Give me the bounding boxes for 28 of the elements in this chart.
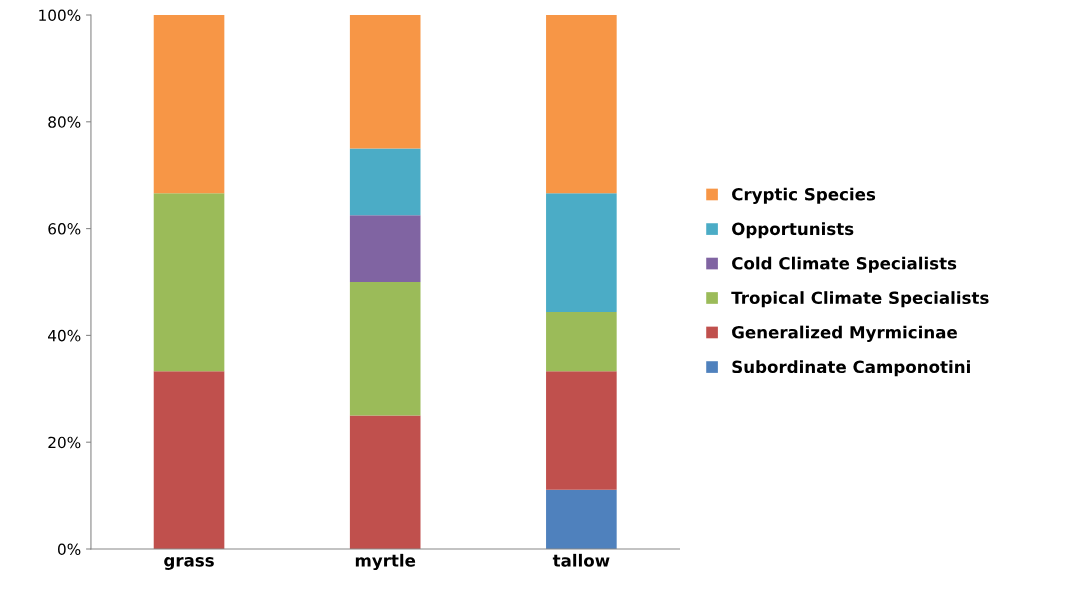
bar: [546, 15, 617, 194]
y-tick-label: 40%: [48, 329, 81, 342]
y-tick-label: 0%: [58, 543, 81, 556]
legend-label: Cryptic Species: [732, 187, 876, 204]
bar: [153, 193, 225, 372]
bar: [153, 15, 225, 194]
legend-label: Cold Climate Specialists: [732, 256, 957, 273]
bar: [349, 282, 421, 416]
x-tick-label: myrtle: [355, 553, 416, 571]
bar: [153, 371, 225, 549]
y-tick-label: 80%: [48, 116, 81, 128]
bar: [349, 415, 421, 549]
x-tick-label: tallow: [552, 553, 610, 567]
bar: [546, 489, 617, 549]
y-tick-label: 20%: [48, 436, 81, 449]
bar: [349, 148, 421, 216]
bar: [349, 215, 421, 282]
y-tick-label: 60%: [48, 223, 81, 235]
bar: [349, 15, 421, 149]
bar: [546, 193, 617, 312]
bar: [546, 311, 617, 372]
legend-label: Subordinate Camponotini: [732, 360, 970, 377]
x-tick-label: grass: [164, 557, 214, 570]
legend-label: Tropical Climate Specialists: [731, 291, 989, 308]
bar: [546, 371, 617, 490]
y-tick-label: 100%: [39, 9, 81, 22]
legend-label: Opportunists: [732, 222, 854, 239]
legend-label: Generalized Myrmicinae: [732, 325, 957, 342]
